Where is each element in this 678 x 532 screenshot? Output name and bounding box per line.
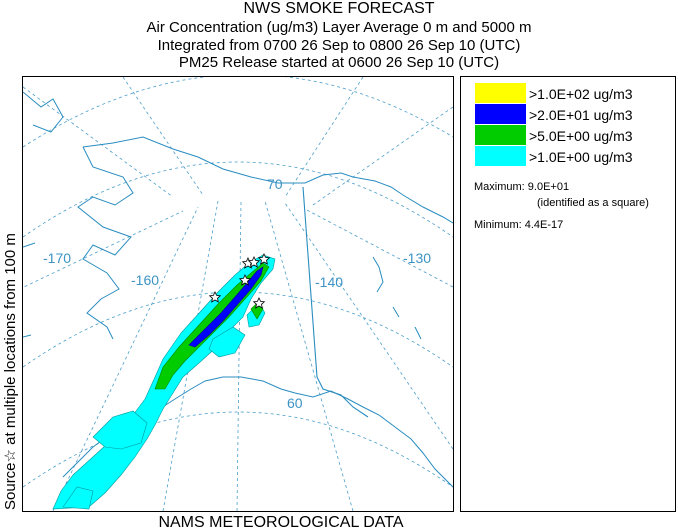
source-star-icon bbox=[238, 274, 252, 286]
legend-label: >1.0E+00 ug/m3 bbox=[529, 149, 633, 165]
legend-label: >5.0E+00 ug/m3 bbox=[529, 128, 633, 144]
source-star-icon bbox=[252, 297, 266, 309]
plume-cyan-patch bbox=[208, 326, 246, 358]
legend-label: >1.0E+02 ug/m3 bbox=[529, 86, 633, 102]
meridian-line bbox=[236, 200, 242, 511]
latitude-label: 70 bbox=[267, 176, 283, 192]
canada-lakes bbox=[372, 256, 422, 340]
meridian-line bbox=[23, 86, 174, 198]
alaska-map: -170 -160 -140 -130 70 60 bbox=[23, 77, 453, 511]
canada-arctic-coast bbox=[352, 176, 453, 224]
parallel-line bbox=[23, 77, 453, 148]
coastlines bbox=[23, 91, 453, 488]
longitude-label: -130 bbox=[403, 250, 431, 266]
meridian-line bbox=[284, 202, 453, 450]
release-info: PM25 Release started at 0600 26 Sep 10 (… bbox=[178, 54, 500, 71]
plume-blue-area bbox=[188, 266, 264, 348]
concentration-subtitle: Air Concentration (ug/m3) Layer Average … bbox=[146, 19, 532, 36]
plume-cyan-patch bbox=[62, 486, 94, 510]
meridian-line bbox=[304, 208, 453, 288]
maximum-value: Maximum: 9.0E+01 bbox=[474, 181, 570, 193]
latitude-label: 60 bbox=[287, 395, 303, 411]
legend-label: >2.0E+01 ug/m3 bbox=[529, 107, 633, 123]
map-panel: -170 -160 -140 -130 70 60 bbox=[22, 76, 454, 512]
meridian-line bbox=[284, 77, 364, 198]
source-star-icon bbox=[247, 256, 261, 268]
siberia-coast bbox=[23, 91, 64, 133]
integration-period: Integrated from 0700 26 Sep to 0800 26 S… bbox=[157, 37, 521, 54]
legend-panel: >1.0E+02 ug/m3 >2.0E+01 ug/m3 >5.0E+00 u… bbox=[460, 76, 676, 512]
meridian-line bbox=[52, 206, 199, 511]
source-locations-label: Source☆ at multiple locations from 100 m bbox=[2, 233, 19, 510]
meridian-line bbox=[312, 106, 453, 206]
legend-swatch bbox=[475, 83, 526, 103]
longitude-label: -160 bbox=[131, 272, 159, 288]
western-coast bbox=[77, 146, 134, 340]
coast-fragments bbox=[23, 242, 36, 338]
maximum-note: (identified as a square) bbox=[537, 197, 649, 209]
meridian-line bbox=[264, 200, 354, 511]
longitude-label: -140 bbox=[315, 274, 343, 290]
legend-swatch bbox=[475, 125, 526, 145]
source-star-icon bbox=[208, 291, 222, 303]
source-markers bbox=[208, 253, 271, 309]
meridian-line bbox=[122, 77, 204, 196]
smoke-plume bbox=[52, 254, 276, 510]
legend-swatch bbox=[475, 146, 526, 166]
minimum-value: Minimum: 4.4E-17 bbox=[474, 219, 564, 231]
source-star-icon bbox=[257, 253, 271, 265]
longitude-label: -170 bbox=[43, 250, 71, 266]
meteorological-data-footer: NAMS METEOROLOGICAL DATA bbox=[158, 514, 404, 531]
arctic-coast bbox=[82, 136, 354, 184]
legend-swatch bbox=[475, 104, 526, 124]
forecast-title: NWS SMOKE FORECAST bbox=[243, 0, 435, 17]
plume-cyan-patch bbox=[92, 410, 148, 450]
us-canada-border bbox=[302, 186, 369, 418]
